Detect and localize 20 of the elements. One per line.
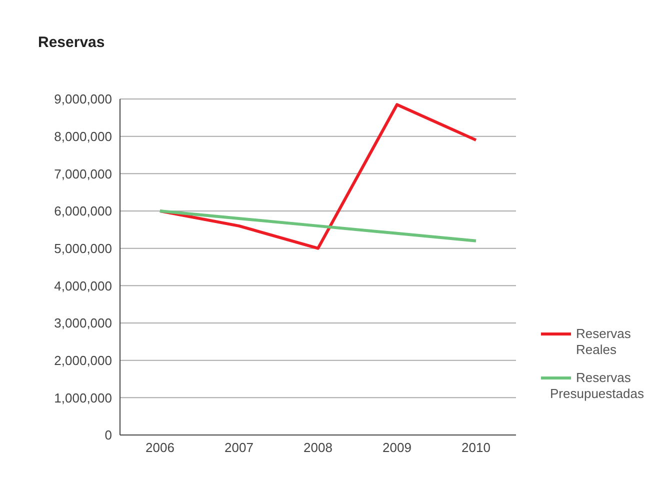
y-tick-label: 9,000,000 (54, 92, 112, 107)
line-series (158, 210, 478, 242)
chart-title: Reservas (38, 34, 105, 51)
x-tick-label: 2008 (304, 440, 332, 456)
x-tick-label: 2007 (224, 440, 254, 456)
y-tick-label: 0 (104, 428, 112, 443)
y-tick-label: 5,000,000 (54, 240, 112, 256)
y-tick-label: 6,000,000 (54, 204, 112, 219)
x-tick-label: 2006 (146, 440, 174, 456)
y-tick-label: 7,000,000 (54, 166, 112, 182)
y-tick-label: 8,000,000 (54, 128, 112, 144)
y-tick-label: 2,000,000 (54, 352, 112, 368)
y-tick-label: 3,000,000 (54, 316, 112, 331)
legend-label: Reservas Presupuestadas (549, 370, 645, 402)
y-tick-label: 4,000,000 (54, 278, 112, 294)
x-tick-label: 2009 (382, 440, 412, 456)
line-series (158, 103, 478, 250)
legend-label: Reservas Reales (575, 326, 632, 358)
y-tick-label: 1,000,000 (54, 390, 112, 406)
x-tick-label: 2010 (462, 440, 490, 456)
